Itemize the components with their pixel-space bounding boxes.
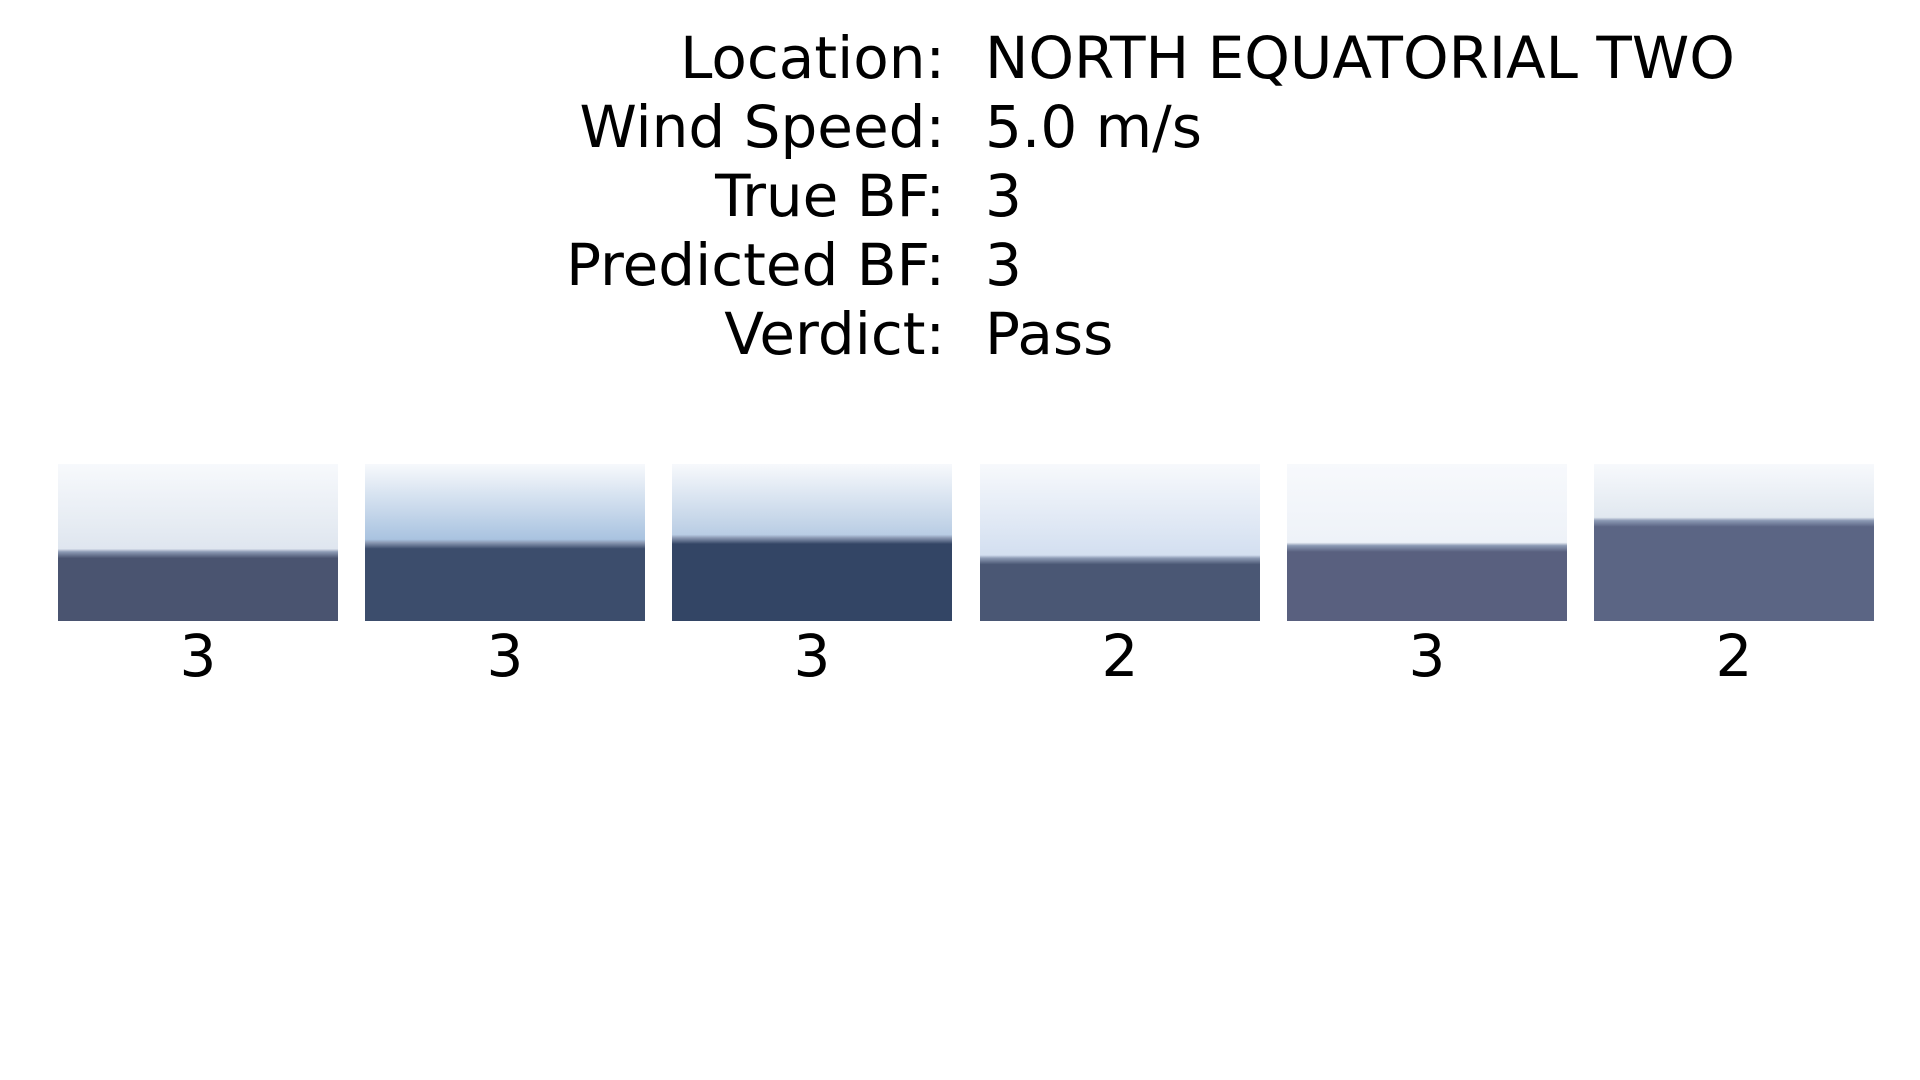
predicted-bf-value: 3 (985, 231, 1022, 299)
thumbnail-3: 3 (672, 464, 952, 691)
thumbnail-6: 2 (1594, 464, 1874, 691)
sea-photo (365, 464, 645, 621)
sea-photo (58, 464, 338, 621)
true-bf-label: True BF: (715, 162, 945, 230)
info-block: Location: NORTH EQUATORIAL TWO Wind Spee… (0, 24, 1920, 369)
predicted-bf-row: Predicted BF: 3 (0, 231, 1920, 300)
thumbnail-label: 2 (1101, 622, 1139, 690)
sea-photo (980, 464, 1260, 621)
predicted-bf-label: Predicted BF: (566, 231, 945, 299)
location-row: Location: NORTH EQUATORIAL TWO (0, 24, 1920, 93)
thumbnail-label: 3 (179, 622, 217, 690)
thumbnail-5: 3 (1287, 464, 1567, 691)
thumbnail-label: 2 (1715, 622, 1753, 690)
location-label: Location: (680, 24, 945, 92)
wind-speed-label: Wind Speed: (579, 93, 945, 161)
thumbnail-2: 3 (365, 464, 645, 691)
sea-photo (1594, 464, 1874, 621)
verdict-label: Verdict: (724, 300, 945, 368)
thumbnail-1: 3 (58, 464, 338, 691)
wind-speed-row: Wind Speed: 5.0 m/s (0, 93, 1920, 162)
thumbnail-label: 3 (1408, 622, 1446, 690)
true-bf-row: True BF: 3 (0, 162, 1920, 231)
thumbnail-label: 3 (793, 622, 831, 690)
verdict-value: Pass (985, 300, 1114, 368)
sea-photo (1287, 464, 1567, 621)
sea-photo (672, 464, 952, 621)
location-value: NORTH EQUATORIAL TWO (985, 24, 1735, 92)
true-bf-value: 3 (985, 162, 1022, 230)
thumbnail-4: 2 (980, 464, 1260, 691)
wind-speed-value: 5.0 m/s (985, 93, 1202, 161)
verdict-row: Verdict: Pass (0, 300, 1920, 369)
thumbnail-label: 3 (486, 622, 524, 690)
